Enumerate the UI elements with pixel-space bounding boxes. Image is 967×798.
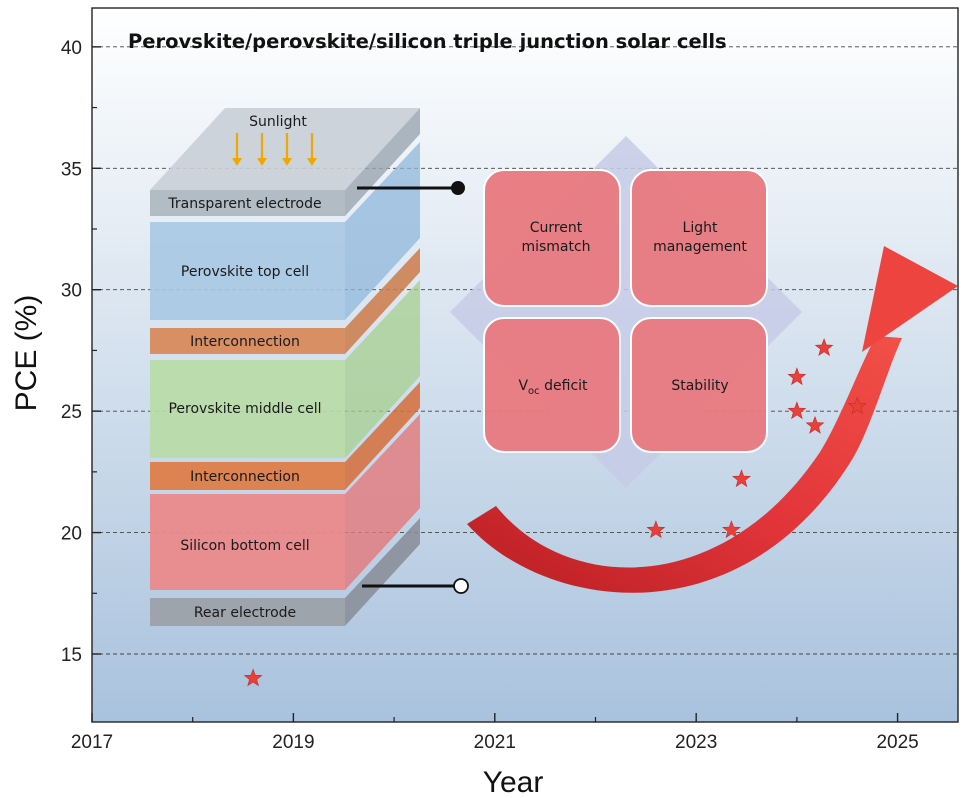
challenge-tile-stability [630, 317, 768, 453]
challenge-current-line1: Current [530, 220, 583, 236]
challenges-panel: Current mismatch Light management Voc de… [450, 136, 802, 488]
challenge-voc-deficit: Voc deficit [518, 378, 588, 397]
sunlight-arrows-icon [232, 133, 317, 166]
data-point-star [722, 520, 741, 539]
label-interconnection-2: Interconnection [190, 469, 300, 485]
x-axis-title: Year [483, 766, 544, 798]
label-perovskite-top: Perovskite top cell [181, 264, 309, 280]
x-tick-label: 2023 [675, 732, 717, 753]
x-tick-label: 2025 [876, 732, 918, 753]
layer-transparent-electrode [150, 190, 345, 216]
layer-perovskite-middle [150, 360, 345, 458]
label-silicon-bottom: Silicon bottom cell [180, 538, 309, 554]
data-point-star [805, 415, 825, 434]
challenge-stability: Stability [671, 378, 728, 394]
challenge-tile-current-mismatch [483, 169, 621, 307]
challenge-tile-voc-deficit [483, 317, 621, 453]
y-tick-label: 25 [61, 402, 82, 423]
layer-interconnection-1 [150, 328, 345, 354]
trend-arrow-head [862, 246, 958, 352]
challenge-light-line2: management [653, 239, 747, 255]
x-tick-label: 2017 [71, 732, 113, 753]
device-stack: Sunlight Transparent electrode Perovskit… [150, 108, 469, 626]
voc-subscript: oc [528, 386, 540, 397]
rear-contact-dot [453, 578, 469, 594]
challenge-current-line2: mismatch [521, 239, 590, 255]
data-point-star [814, 338, 834, 356]
x-tick-label: 2021 [474, 732, 516, 753]
y-tick-label: 40 [61, 38, 82, 59]
data-point-star [787, 367, 807, 386]
data-point-star [847, 396, 867, 415]
chart-title: Perovskite/perovskite/silicon triple jun… [128, 30, 727, 53]
y-tick-label: 20 [61, 524, 82, 545]
grid [92, 46, 958, 655]
y-tick-label: 35 [61, 159, 82, 180]
side-silicon-cell [345, 414, 420, 590]
challenge-light-line1: Light [683, 220, 718, 236]
label-perovskite-middle: Perovskite middle cell [168, 401, 321, 417]
challenge-tile-light-management [630, 169, 768, 307]
side-middle-cell [345, 280, 420, 458]
side-interconnect-1 [345, 248, 420, 354]
data-point-star [646, 520, 666, 539]
data-points [243, 338, 867, 687]
y-tick-label: 15 [61, 645, 82, 666]
layer-silicon-bottom [150, 494, 345, 590]
data-point-star [243, 668, 263, 687]
side-rear-electrode [345, 518, 420, 626]
label-rear-electrode: Rear electrode [194, 605, 296, 621]
front-contact-dot [451, 181, 465, 195]
stack-cap-top [150, 108, 420, 190]
data-point-star [732, 469, 751, 488]
layer-interconnection-2 [150, 462, 345, 490]
voc-v: V [518, 378, 528, 394]
x-tick-label: 2019 [272, 732, 314, 753]
layer-rear-electrode [150, 598, 345, 626]
trend-arrow-body [467, 336, 902, 593]
label-interconnection-1: Interconnection [190, 334, 300, 350]
layer-perovskite-top [150, 222, 345, 320]
side-interconnect-2 [345, 382, 420, 490]
data-point-star [787, 401, 807, 420]
label-transparent-electrode: Transparent electrode [167, 196, 321, 212]
voc-deficit-word: deficit [540, 378, 588, 394]
y-axis-title: PCE (%) [10, 295, 43, 412]
trend-arrow [467, 246, 958, 593]
sunlight-label: Sunlight [249, 114, 307, 130]
y-tick-label: 30 [61, 281, 82, 302]
